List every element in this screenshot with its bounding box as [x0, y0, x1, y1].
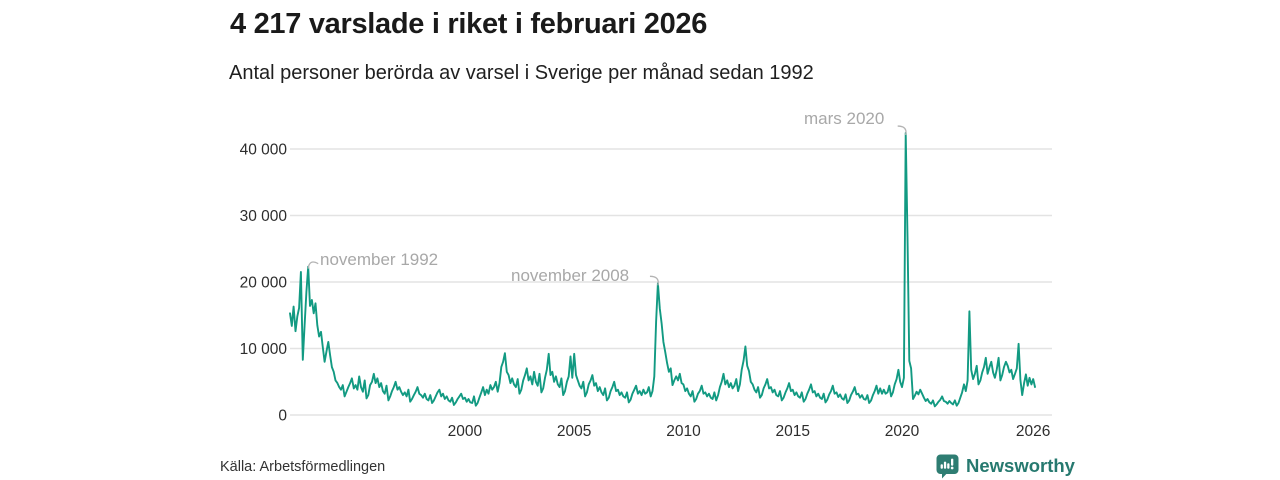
x-axis-label-2005: 2005: [557, 423, 591, 440]
y-axis-label-20000: 20 000: [240, 275, 288, 292]
source-caption: Källa: Arbetsförmedlingen: [220, 459, 386, 475]
newsworthy-wordmark: Newsworthy: [966, 455, 1075, 476]
x-axis-label-2010: 2010: [666, 423, 701, 440]
x-axis-label-2000: 2000: [448, 423, 483, 440]
annotation-connector-1992-11: [307, 261, 319, 269]
y-axis-label-40000: 40 000: [240, 142, 288, 159]
x-axis-label-2026: 2026: [1016, 423, 1050, 440]
annotation-mars-2020: mars 2020: [804, 109, 885, 128]
x-axis-label-2020: 2020: [885, 423, 920, 440]
y-axis-label-30000: 30 000: [240, 208, 288, 225]
page-title: 4 217 varslade i riket i februari 2026: [230, 8, 708, 40]
annotation-november-1992: november 1992: [320, 250, 439, 269]
newsworthy-bubble-icon: [936, 454, 959, 478]
series-line-varsel: [289, 132, 1036, 408]
page-subtitle: Antal personer berörda av varsel i Sveri…: [229, 62, 814, 84]
annotation-connector-2020-03: [897, 125, 907, 136]
annotation-connector-2008-11: [649, 275, 659, 286]
newsworthy-logo[interactable]: Newsworthy: [936, 453, 1075, 479]
x-axis-label-2015: 2015: [775, 423, 809, 440]
annotation-november-2008: november 2008: [511, 266, 630, 285]
y-axis-label-10000: 10 000: [240, 341, 288, 358]
y-axis-label-0: 0: [278, 408, 287, 425]
